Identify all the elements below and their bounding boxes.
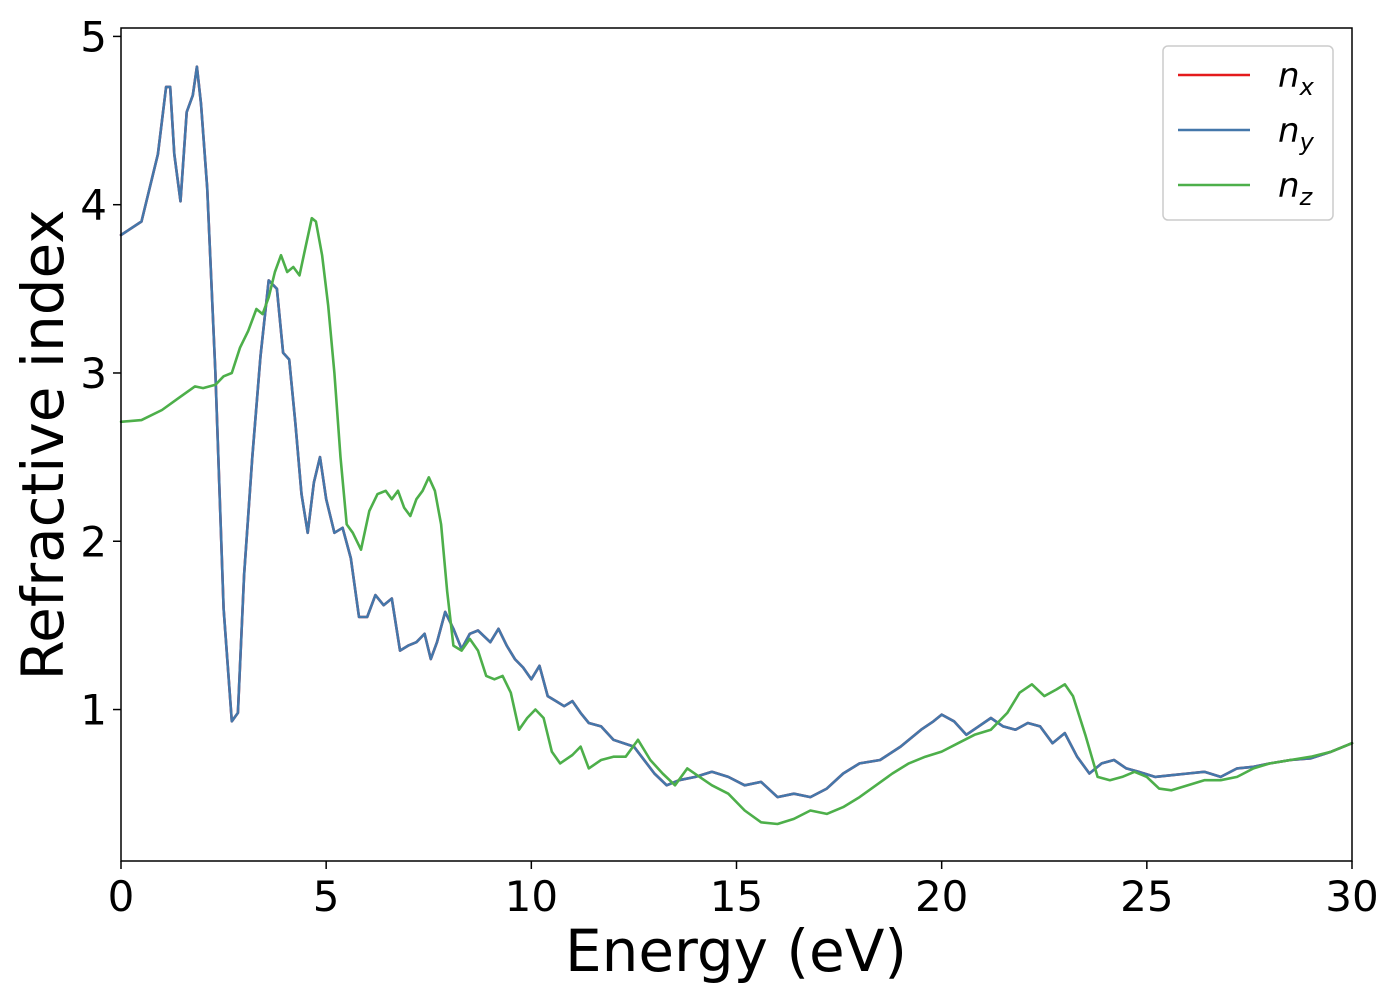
x-tick-label: 20 (915, 872, 968, 921)
y-tick-label: 2 (80, 517, 107, 566)
legend-label-x: nx (1278, 56, 1315, 101)
x-tick-label: 15 (710, 872, 763, 921)
series-layer (119, 65, 1354, 826)
legend-label-subscript: y (1299, 128, 1315, 156)
series-line-z (119, 216, 1354, 826)
x-tick-label: 30 (1325, 872, 1378, 921)
x-tick-label: 25 (1120, 872, 1173, 921)
x-tick-label: 0 (108, 872, 135, 921)
x-tick-label: 10 (505, 872, 558, 921)
legend-label-base: n (1278, 111, 1300, 151)
legend-label-base: n (1278, 56, 1300, 96)
y-tick-label: 5 (80, 12, 107, 61)
x-axis-ticks: 0 5 10 15 20 25 30 (108, 861, 1379, 921)
legend-label-base: n (1278, 166, 1300, 206)
y-axis-title: Refractive index (9, 209, 77, 680)
series-line-y (119, 65, 1354, 799)
y-axis-ticks: 1 2 3 4 5 (80, 12, 121, 735)
y-tick-label: 4 (80, 181, 107, 230)
y-tick-label: 1 (80, 686, 107, 735)
x-tick-label: 5 (313, 872, 340, 921)
legend-label-subscript: x (1299, 73, 1315, 101)
legend-label-y: ny (1278, 111, 1315, 156)
legend-label-subscript: z (1299, 183, 1314, 211)
legend-box (1162, 45, 1334, 221)
y-tick-label: 3 (80, 349, 107, 398)
x-axis-title: Energy (eV) (565, 917, 907, 985)
legend-label-z: nz (1278, 166, 1314, 211)
